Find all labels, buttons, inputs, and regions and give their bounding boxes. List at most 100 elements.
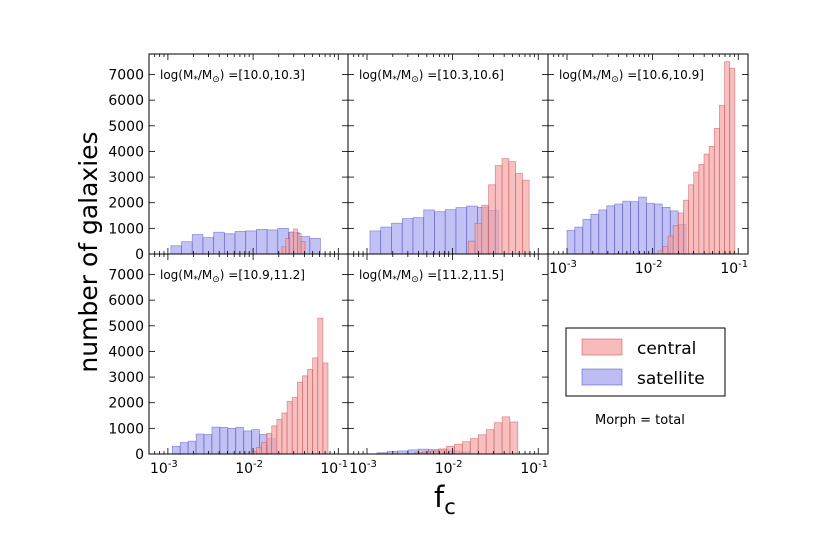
panel-frame [547, 53, 749, 255]
bar-satellite-7 [245, 230, 257, 255]
bar-central-5 [454, 443, 463, 455]
x-tick-label-0: 10-3 [150, 459, 178, 477]
bar-central-10 [708, 145, 715, 255]
panel-label: log(M*/M⊙) =[10.9,11.2] [160, 268, 305, 285]
bar-central-5 [276, 419, 283, 455]
y-tick-label-2: 2000 [108, 396, 144, 412]
bar-central-5 [501, 158, 510, 255]
bar-central-9 [485, 429, 495, 455]
y-tick-label-4: 4000 [108, 144, 144, 160]
bar-central-2 [261, 442, 267, 455]
y-tick-label-6: 6000 [108, 93, 144, 109]
bar-satellite-11 [654, 203, 663, 255]
panel-bottom-left: 0 1000 2000 3000 4000 5000 6000 7000 10-3 10-2 10-… [108, 253, 349, 477]
bar-satellite-3 [590, 213, 599, 255]
bar-satellite-10 [646, 202, 655, 255]
bar-central-12 [509, 421, 519, 455]
bar-satellite-7 [622, 200, 631, 255]
bar-central-11 [501, 416, 511, 455]
y-tick-label-6: 6000 [108, 293, 144, 309]
x-tick-label-0: 10-3 [549, 259, 577, 277]
x-tick-label-1: 10-2 [435, 459, 463, 477]
bar-satellite-2 [582, 219, 591, 255]
bar-satellite-9 [243, 430, 252, 455]
legend: central satellite [565, 327, 726, 397]
bar-satellite-0 [171, 445, 181, 455]
bar-central-10 [493, 422, 503, 455]
bar-satellite-6 [434, 211, 446, 255]
bar-central-4 [446, 445, 455, 455]
bar-satellite-4 [412, 217, 425, 255]
bar-central-4 [677, 212, 684, 255]
bar-central-7 [286, 401, 293, 455]
bar-central-8 [698, 163, 705, 255]
bar-satellite-4 [203, 434, 213, 455]
bar-central-4 [296, 233, 302, 255]
x-tick-label-2: 10-1 [320, 459, 348, 477]
bar-satellite-9 [638, 196, 647, 255]
bar-central-0 [467, 240, 476, 255]
bar-central-5 [683, 199, 689, 255]
bar-central-8 [477, 434, 487, 455]
bar-satellite-1 [574, 226, 583, 255]
bar-central-6 [462, 441, 471, 455]
bar-central-8 [291, 397, 298, 455]
legend-label-central: central [637, 339, 696, 359]
bar-satellite-7 [444, 209, 457, 255]
bar-satellite-3 [195, 433, 205, 455]
bar-central-4 [494, 165, 503, 255]
x-axis-label: fc [434, 480, 456, 519]
y-tick-label-4: 4000 [108, 344, 144, 360]
bar-central-6 [688, 184, 695, 255]
bar-satellite-0 [369, 230, 381, 255]
y-tick-label-3: 3000 [108, 170, 144, 186]
panel-top-middle: log(M*/M⊙) =[10.3,10.6] [347, 53, 549, 255]
bar-central-0 [281, 246, 287, 255]
bar-central-9 [296, 381, 303, 455]
bar-satellite-1 [179, 442, 189, 455]
legend-label-satellite: satellite [637, 369, 705, 389]
bar-satellite-0 [566, 230, 576, 255]
bar-central-6 [281, 412, 288, 455]
panel-label: log(M*/M⊙) =[11.2,11.5] [359, 268, 504, 285]
bar-central-6 [508, 161, 517, 255]
panel-label: log(M*/M⊙) =[10.6,10.9] [559, 68, 704, 85]
panel-label: log(M*/M⊙) =[10.3,10.6] [359, 68, 504, 85]
panel-top-right: 10-3 10-2 10-1 log(M*/M⊙) =[10.6,10.9] [547, 53, 749, 277]
bar-satellite-6 [614, 203, 623, 255]
legend-swatch-central [581, 338, 623, 356]
bar-central-2 [481, 204, 489, 255]
y-tick-label-7: 7000 [108, 68, 144, 84]
y-axis-label: number of galaxies [74, 131, 103, 372]
bar-central-12 [719, 104, 725, 255]
y-tick-label-0: 0 [135, 447, 144, 463]
x-tick-label-2: 10-1 [720, 259, 748, 277]
x-tick-label-1: 10-2 [635, 259, 663, 277]
bar-satellite-7 [227, 428, 236, 455]
bar-satellite-0 [170, 245, 182, 255]
bar-satellite-13 [309, 238, 321, 255]
panel-top-left: 0 1000 2000 3000 4000 5000 6000 7000 log(M*/M⊙) … [108, 53, 349, 263]
bar-satellite-8 [235, 426, 244, 455]
bar-satellite-1 [181, 241, 193, 255]
bar-central-13 [317, 317, 324, 455]
bar-satellite-8 [455, 207, 468, 255]
bar-central-14 [729, 67, 736, 255]
bar-satellite-6 [234, 231, 247, 255]
bar-central-7 [470, 438, 479, 455]
panel-bottom-middle: 10-3 10-2 10-1 log(M*/M⊙) =[11.2,11.5] [347, 253, 549, 477]
bar-central-3 [266, 433, 273, 455]
y-tick-label-1: 1000 [108, 221, 144, 237]
bar-satellite-2 [391, 222, 403, 255]
y-tick-label-2: 2000 [108, 196, 144, 212]
bar-central-1 [474, 222, 483, 255]
panel-label: log(M*/M⊙) =[10.0,10.3] [160, 68, 305, 85]
bar-central-11 [307, 369, 314, 455]
bar-central-14 [322, 362, 329, 455]
bar-satellite-1 [380, 226, 392, 255]
bar-satellite-8 [256, 229, 268, 255]
bar-central-3 [488, 184, 496, 255]
bar-central-1 [256, 447, 262, 455]
bar-satellite-5 [423, 209, 435, 255]
